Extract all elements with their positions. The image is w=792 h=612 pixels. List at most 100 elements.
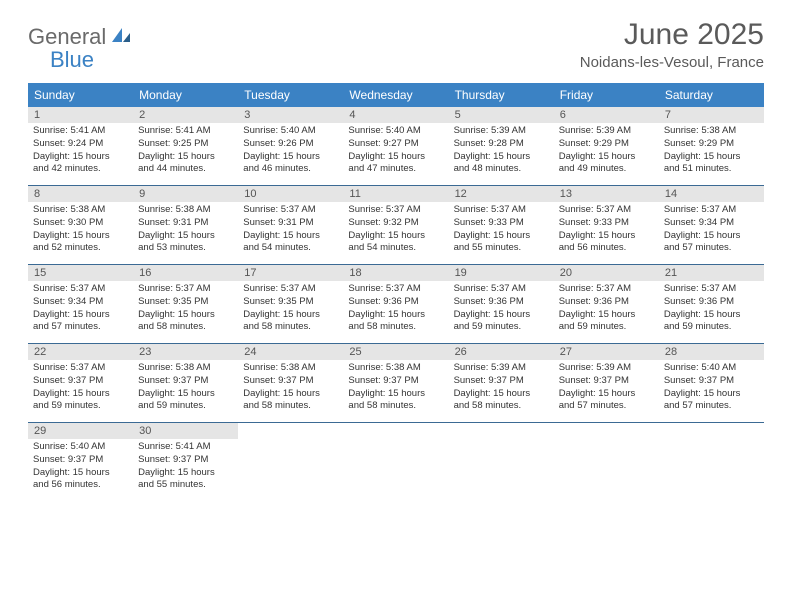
day-cell: 16Sunrise: 5:37 AMSunset: 9:35 PMDayligh… (133, 265, 238, 343)
day-sunrise: Sunrise: 5:38 AM (243, 362, 338, 375)
day-dl2: and 59 minutes. (559, 321, 654, 334)
week-row: 29Sunrise: 5:40 AMSunset: 9:37 PMDayligh… (28, 423, 764, 501)
day-sunrise: Sunrise: 5:38 AM (33, 204, 128, 217)
day-dl1: Daylight: 15 hours (664, 388, 759, 401)
day-number: 9 (133, 186, 238, 202)
day-cell: 5Sunrise: 5:39 AMSunset: 9:28 PMDaylight… (449, 107, 554, 185)
day-sunset: Sunset: 9:27 PM (348, 138, 443, 151)
day-dl2: and 53 minutes. (138, 242, 233, 255)
calendar-grid: Sunday Monday Tuesday Wednesday Thursday… (28, 83, 764, 501)
day-sunset: Sunset: 9:37 PM (243, 375, 338, 388)
day-cell: 8Sunrise: 5:38 AMSunset: 9:30 PMDaylight… (28, 186, 133, 264)
day-cell: 7Sunrise: 5:38 AMSunset: 9:29 PMDaylight… (659, 107, 764, 185)
day-dl1: Daylight: 15 hours (559, 230, 654, 243)
day-cell: 9Sunrise: 5:38 AMSunset: 9:31 PMDaylight… (133, 186, 238, 264)
day-number: 3 (238, 107, 343, 123)
logo-sail-icon (110, 26, 132, 49)
day-sunset: Sunset: 9:37 PM (559, 375, 654, 388)
week-row: 15Sunrise: 5:37 AMSunset: 9:34 PMDayligh… (28, 265, 764, 344)
day-cell: 28Sunrise: 5:40 AMSunset: 9:37 PMDayligh… (659, 344, 764, 422)
day-body: Sunrise: 5:37 AMSunset: 9:36 PMDaylight:… (554, 281, 659, 338)
day-body: Sunrise: 5:40 AMSunset: 9:37 PMDaylight:… (659, 360, 764, 417)
day-cell: 23Sunrise: 5:38 AMSunset: 9:37 PMDayligh… (133, 344, 238, 422)
day-dl1: Daylight: 15 hours (33, 309, 128, 322)
day-sunrise: Sunrise: 5:39 AM (454, 125, 549, 138)
day-dl1: Daylight: 15 hours (138, 151, 233, 164)
day-body: Sunrise: 5:39 AMSunset: 9:28 PMDaylight:… (449, 123, 554, 180)
day-sunset: Sunset: 9:33 PM (559, 217, 654, 230)
day-header-sun: Sunday (28, 83, 133, 107)
day-cell: 6Sunrise: 5:39 AMSunset: 9:29 PMDaylight… (554, 107, 659, 185)
day-sunset: Sunset: 9:25 PM (138, 138, 233, 151)
day-sunrise: Sunrise: 5:40 AM (664, 362, 759, 375)
day-body: Sunrise: 5:38 AMSunset: 9:37 PMDaylight:… (133, 360, 238, 417)
day-dl1: Daylight: 15 hours (559, 151, 654, 164)
day-number: 15 (28, 265, 133, 281)
day-number: 24 (238, 344, 343, 360)
day-body: Sunrise: 5:38 AMSunset: 9:37 PMDaylight:… (238, 360, 343, 417)
day-header-tue: Tuesday (238, 83, 343, 107)
day-sunset: Sunset: 9:29 PM (664, 138, 759, 151)
day-dl2: and 57 minutes. (664, 242, 759, 255)
day-dl1: Daylight: 15 hours (243, 309, 338, 322)
day-sunrise: Sunrise: 5:41 AM (138, 441, 233, 454)
day-dl2: and 48 minutes. (454, 163, 549, 176)
day-sunrise: Sunrise: 5:37 AM (559, 283, 654, 296)
day-number: 26 (449, 344, 554, 360)
day-body: Sunrise: 5:39 AMSunset: 9:37 PMDaylight:… (449, 360, 554, 417)
day-sunrise: Sunrise: 5:37 AM (138, 283, 233, 296)
day-sunrise: Sunrise: 5:37 AM (243, 204, 338, 217)
day-sunrise: Sunrise: 5:38 AM (138, 362, 233, 375)
day-dl1: Daylight: 15 hours (348, 151, 443, 164)
day-dl1: Daylight: 15 hours (559, 388, 654, 401)
day-header-mon: Monday (133, 83, 238, 107)
day-dl2: and 58 minutes. (138, 321, 233, 334)
day-cell: 22Sunrise: 5:37 AMSunset: 9:37 PMDayligh… (28, 344, 133, 422)
weeks-container: 1Sunrise: 5:41 AMSunset: 9:24 PMDaylight… (28, 107, 764, 501)
day-dl2: and 59 minutes. (138, 400, 233, 413)
day-number: 30 (133, 423, 238, 439)
day-cell: 4Sunrise: 5:40 AMSunset: 9:27 PMDaylight… (343, 107, 448, 185)
day-number: 10 (238, 186, 343, 202)
day-sunset: Sunset: 9:37 PM (348, 375, 443, 388)
day-number: 21 (659, 265, 764, 281)
day-body: Sunrise: 5:41 AMSunset: 9:37 PMDaylight:… (133, 439, 238, 496)
calendar-page: General June 2025 Noidans-les-Vesoul, Fr… (0, 0, 792, 519)
day-cell: 14Sunrise: 5:37 AMSunset: 9:34 PMDayligh… (659, 186, 764, 264)
day-sunset: Sunset: 9:36 PM (454, 296, 549, 309)
day-cell: 21Sunrise: 5:37 AMSunset: 9:36 PMDayligh… (659, 265, 764, 343)
day-sunset: Sunset: 9:36 PM (348, 296, 443, 309)
day-cell: 13Sunrise: 5:37 AMSunset: 9:33 PMDayligh… (554, 186, 659, 264)
day-dl1: Daylight: 15 hours (664, 309, 759, 322)
day-dl2: and 54 minutes. (348, 242, 443, 255)
day-number: 7 (659, 107, 764, 123)
day-dl2: and 57 minutes. (33, 321, 128, 334)
day-header-thu: Thursday (449, 83, 554, 107)
day-cell: 19Sunrise: 5:37 AMSunset: 9:36 PMDayligh… (449, 265, 554, 343)
day-cell: 15Sunrise: 5:37 AMSunset: 9:34 PMDayligh… (28, 265, 133, 343)
day-sunset: Sunset: 9:26 PM (243, 138, 338, 151)
day-sunrise: Sunrise: 5:41 AM (33, 125, 128, 138)
day-dl2: and 58 minutes. (348, 321, 443, 334)
day-sunset: Sunset: 9:37 PM (33, 454, 128, 467)
day-header-fri: Friday (554, 83, 659, 107)
day-cell (238, 423, 343, 501)
day-dl2: and 52 minutes. (33, 242, 128, 255)
day-cell: 29Sunrise: 5:40 AMSunset: 9:37 PMDayligh… (28, 423, 133, 501)
day-body: Sunrise: 5:37 AMSunset: 9:36 PMDaylight:… (343, 281, 448, 338)
day-cell: 18Sunrise: 5:37 AMSunset: 9:36 PMDayligh… (343, 265, 448, 343)
day-body: Sunrise: 5:37 AMSunset: 9:35 PMDaylight:… (133, 281, 238, 338)
day-header-row: Sunday Monday Tuesday Wednesday Thursday… (28, 83, 764, 107)
day-dl2: and 58 minutes. (454, 400, 549, 413)
day-sunrise: Sunrise: 5:37 AM (664, 283, 759, 296)
day-sunrise: Sunrise: 5:39 AM (559, 125, 654, 138)
day-sunrise: Sunrise: 5:37 AM (664, 204, 759, 217)
day-sunset: Sunset: 9:37 PM (33, 375, 128, 388)
day-body: Sunrise: 5:38 AMSunset: 9:37 PMDaylight:… (343, 360, 448, 417)
day-number: 6 (554, 107, 659, 123)
day-dl1: Daylight: 15 hours (454, 309, 549, 322)
day-number: 28 (659, 344, 764, 360)
day-sunset: Sunset: 9:37 PM (138, 454, 233, 467)
day-sunset: Sunset: 9:31 PM (243, 217, 338, 230)
day-body: Sunrise: 5:40 AMSunset: 9:26 PMDaylight:… (238, 123, 343, 180)
